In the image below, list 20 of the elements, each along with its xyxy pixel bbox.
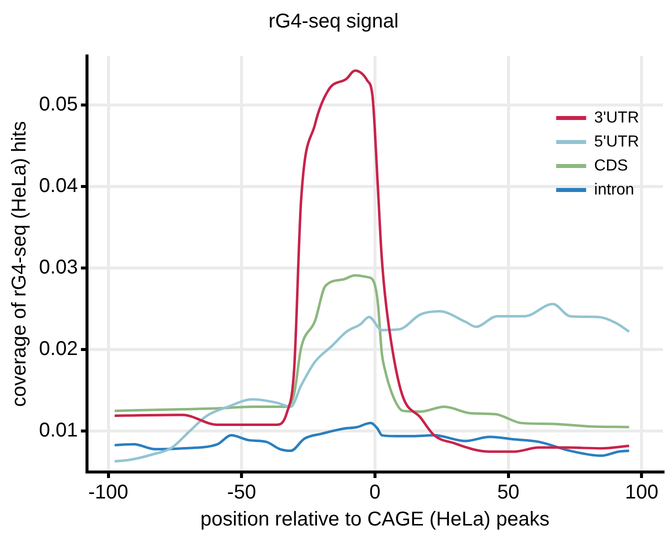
legend-label: CDS bbox=[594, 157, 628, 174]
legend-label: 5'UTR bbox=[594, 133, 640, 150]
x-axis-title: position relative to CAGE (HeLa) peaks bbox=[200, 508, 550, 531]
y-tick-label: 0.02 bbox=[38, 338, 78, 360]
y-tick-label: 0.04 bbox=[38, 175, 78, 198]
y-tick-label: 0.03 bbox=[38, 256, 78, 279]
y-tick-label: 0.05 bbox=[38, 93, 78, 116]
y-tick-label: 0.01 bbox=[38, 420, 78, 442]
x-tick-label: -100 bbox=[88, 482, 128, 504]
legend-label: 3'UTR bbox=[594, 109, 640, 126]
x-tick-label: -50 bbox=[227, 482, 256, 504]
legend-label: intron bbox=[594, 181, 634, 198]
x-tick-label: 0 bbox=[369, 482, 381, 504]
x-tick-label: 100 bbox=[624, 482, 658, 504]
line-series bbox=[113, 422, 630, 457]
line-series bbox=[113, 302, 630, 463]
y-axis-title: coverage of rG4-seq (HeLa) hits bbox=[8, 121, 31, 407]
chart-title: rG4-seq signal bbox=[268, 10, 399, 33]
x-tick-label: 50 bbox=[497, 482, 520, 504]
line-series bbox=[113, 274, 630, 428]
